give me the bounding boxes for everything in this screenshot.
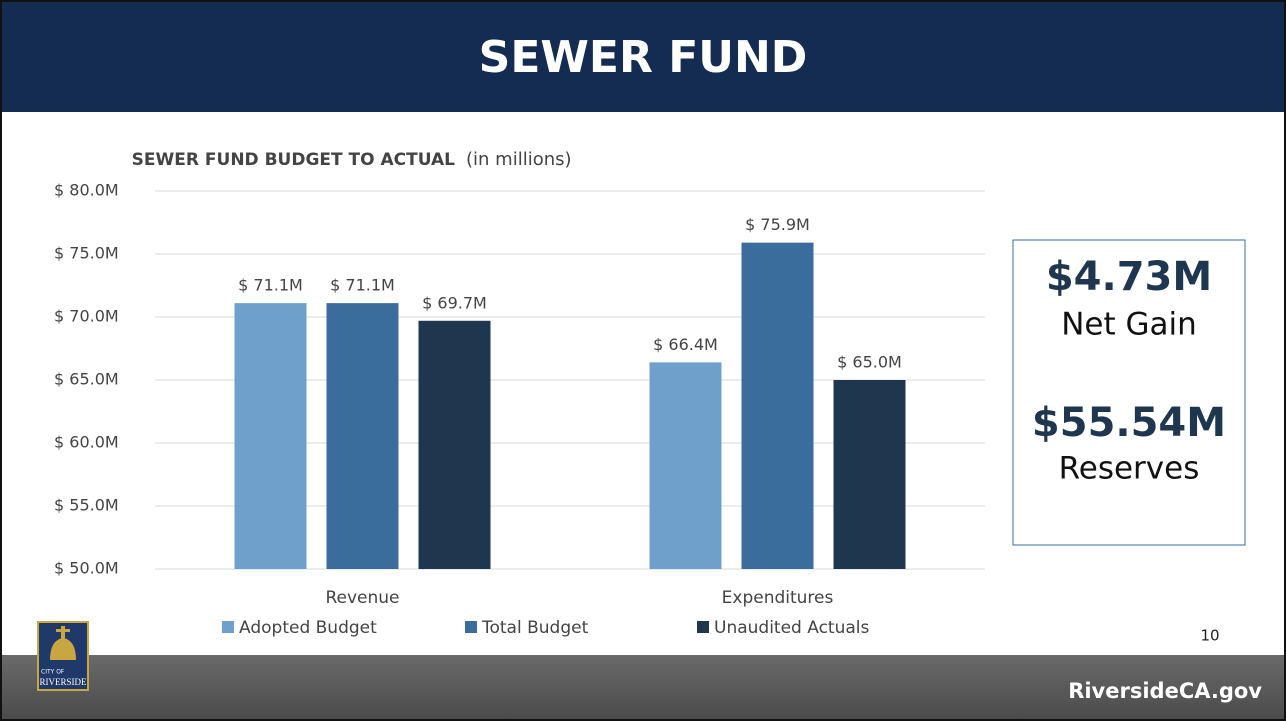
value-label: $ 66.4M — [653, 335, 718, 354]
callout-label: Net Gain — [1061, 307, 1197, 343]
logo-cross-bar — [56, 629, 70, 632]
value-label: $ 71.1M — [238, 276, 303, 295]
bar — [234, 303, 307, 569]
legend-label: Total Budget — [481, 618, 589, 638]
bar — [649, 362, 722, 569]
callout-value: $4.73M — [1046, 254, 1212, 300]
logo-bell — [50, 638, 76, 660]
bar — [833, 380, 906, 569]
value-label: $ 71.1M — [330, 276, 395, 295]
value-label: $ 65.0M — [837, 353, 902, 372]
value-label: $ 75.9M — [745, 215, 810, 234]
y-tick-label: $ 55.0M — [54, 496, 119, 515]
legend-swatch — [697, 621, 709, 633]
x-tick-label: Revenue — [325, 588, 399, 608]
logo-text: CITY OF — [41, 669, 65, 676]
bar — [741, 242, 814, 569]
bar — [326, 303, 399, 569]
slide-title: SEWER FUND — [479, 32, 808, 83]
chart-title: SEWER FUND BUDGET TO ACTUAL — [132, 150, 455, 170]
footer-band — [0, 655, 1286, 721]
y-tick-label: $ 50.0M — [54, 559, 119, 578]
legend-label: Adopted Budget — [239, 618, 377, 638]
legend-swatch — [222, 621, 234, 633]
footer-url: RiversideCA.gov — [1068, 679, 1262, 703]
value-label: $ 69.7M — [422, 293, 487, 312]
callout-value: $55.54M — [1032, 400, 1226, 446]
y-tick-label: $ 80.0M — [54, 181, 119, 200]
callout-label: Reserves — [1059, 451, 1200, 487]
logo-cross — [61, 626, 65, 640]
chart-subtitle: (in millions) — [466, 149, 572, 170]
logo: CITY OF RIVERSIDE — [37, 621, 89, 691]
legend-label: Unaudited Actuals — [714, 618, 870, 638]
bar — [418, 320, 491, 569]
y-tick-label: $ 65.0M — [54, 370, 119, 389]
callout-box — [1012, 239, 1246, 546]
page-number: 10 — [1200, 627, 1219, 645]
legend-swatch — [465, 621, 477, 633]
logo-text: RIVERSIDE — [40, 677, 88, 687]
y-tick-label: $ 70.0M — [54, 307, 119, 326]
x-tick-label: Expenditures — [722, 588, 834, 608]
y-tick-label: $ 60.0M — [54, 433, 119, 452]
header-band — [0, 0, 1286, 112]
y-tick-label: $ 75.0M — [54, 244, 119, 263]
